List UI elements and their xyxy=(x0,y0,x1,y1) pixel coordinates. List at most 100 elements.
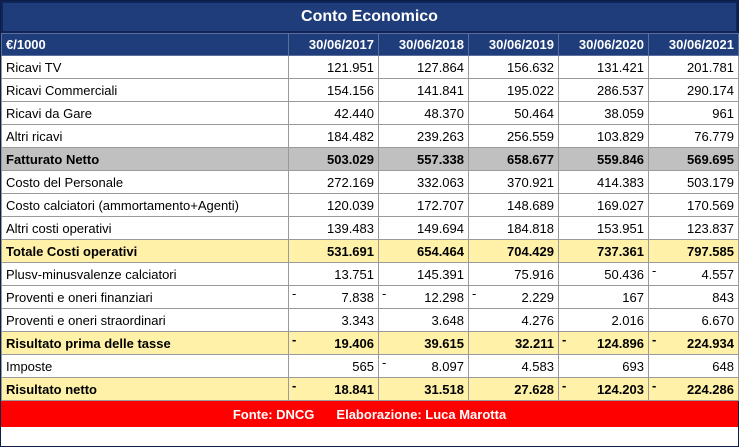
value-cell: 704.429 xyxy=(468,239,559,263)
value-number: 4.557 xyxy=(701,266,734,282)
table-row: Costo calciatori (ammortamento+Agenti) 12… xyxy=(1,193,739,217)
value-number: 737.361 xyxy=(597,243,644,259)
value-number: 8.097 xyxy=(431,358,464,374)
value-cell: 103.829 xyxy=(558,124,649,148)
value-number: 145.391 xyxy=(417,266,464,282)
value-cell: 2.016 xyxy=(558,308,649,332)
value-number: 286.537 xyxy=(597,82,644,98)
value-cell: 48.370 xyxy=(378,101,469,125)
year-header: 30/06/2021 xyxy=(648,33,739,56)
value-number: 170.569 xyxy=(687,197,734,213)
year-header: 30/06/2019 xyxy=(468,33,559,56)
row-label: Proventi e oneri straordinari xyxy=(1,308,289,332)
table-title: Conto Economico xyxy=(1,1,738,33)
value-cell: 145.391 xyxy=(378,262,469,286)
value-cell: 414.383 xyxy=(558,170,649,194)
value-number: 201.781 xyxy=(687,59,734,75)
table-row: Proventi e oneri finanziari -7.838-12.298… xyxy=(1,285,739,309)
row-label: Ricavi TV xyxy=(1,55,289,79)
value-number: 50.436 xyxy=(604,266,644,282)
year-header: 30/06/2017 xyxy=(288,33,379,56)
value-number: 272.169 xyxy=(327,174,374,190)
value-cell: 153.951 xyxy=(558,216,649,240)
value-number: 654.464 xyxy=(417,243,464,259)
row-label: Costo calciatori (ammortamento+Agenti) xyxy=(1,193,289,217)
value-cell: 557.338 xyxy=(378,147,469,171)
value-cell: 148.689 xyxy=(468,193,559,217)
value-cell: 39.615 xyxy=(378,331,469,355)
value-number: 139.483 xyxy=(327,220,374,236)
value-cell: - 224.286 xyxy=(648,377,739,401)
negative-sign: - xyxy=(292,332,297,348)
table-row: Ricavi TV 121.951 127.864 156.632 131.421 201… xyxy=(1,55,739,79)
value-cell: 6.670 xyxy=(648,308,739,332)
value-cell: 843 xyxy=(648,285,739,309)
value-cell: - 19.406 xyxy=(288,331,379,355)
value-number: 414.383 xyxy=(597,174,644,190)
value-number: 3.648 xyxy=(431,312,464,328)
value-cell: 3.648 xyxy=(378,308,469,332)
row-label: Proventi e oneri finanziari xyxy=(1,285,289,309)
value-number: 7.838 xyxy=(341,289,374,305)
value-cell: 290.174 xyxy=(648,78,739,102)
value-cell: - 2.229 xyxy=(468,285,559,309)
value-number: 75.916 xyxy=(514,266,554,282)
row-label: Risultato prima delle tasse xyxy=(1,331,289,355)
row-label: Totale Costi operativi xyxy=(1,239,289,263)
value-cell: 503.179 xyxy=(648,170,739,194)
value-number: 124.896 xyxy=(597,335,644,351)
negative-sign: - xyxy=(292,378,297,394)
table-row: Altri costi operativi 139.483 149.694 184.8… xyxy=(1,216,739,240)
value-number: 370.921 xyxy=(507,174,554,190)
value-cell: 156.632 xyxy=(468,55,559,79)
value-number: 4.276 xyxy=(521,312,554,328)
value-number: 843 xyxy=(712,289,734,305)
author-note: Elaborazione: Luca Marotta xyxy=(336,406,507,422)
value-number: 27.628 xyxy=(514,381,554,397)
value-number: 503.029 xyxy=(327,151,374,167)
value-number: 39.615 xyxy=(424,335,464,351)
value-number: 42.440 xyxy=(334,105,374,121)
value-cell: 121.951 xyxy=(288,55,379,79)
year-header: 30/06/2020 xyxy=(558,33,649,56)
unit-header: €/1000 xyxy=(1,33,289,56)
value-number: 123.837 xyxy=(687,220,734,236)
value-number: 3.343 xyxy=(341,312,374,328)
value-number: 131.421 xyxy=(597,59,644,75)
value-cell: 32.211 xyxy=(468,331,559,355)
value-number: 224.286 xyxy=(687,381,734,397)
negative-sign: - xyxy=(472,286,477,302)
value-cell: 658.677 xyxy=(468,147,559,171)
income-statement-table: €/1000 30/06/2017 30/06/2018 30/06/2019 … xyxy=(1,33,739,401)
value-cell: 737.361 xyxy=(558,239,649,263)
value-cell: 3.343 xyxy=(288,308,379,332)
source-note: Fonte: DNCG xyxy=(232,406,315,422)
value-cell: 42.440 xyxy=(288,101,379,125)
value-cell: - 18.841 xyxy=(288,377,379,401)
value-cell: 565 xyxy=(288,354,379,378)
value-cell: 170.569 xyxy=(648,193,739,217)
value-number: 12.298 xyxy=(424,289,464,305)
value-cell: 184.482 xyxy=(288,124,379,148)
value-number: 76.779 xyxy=(694,128,734,144)
year-header: 30/06/2018 xyxy=(378,33,469,56)
row-label: Risultato netto xyxy=(1,377,289,401)
value-cell: 654.464 xyxy=(378,239,469,263)
value-cell: 172.707 xyxy=(378,193,469,217)
value-cell: 123.837 xyxy=(648,216,739,240)
table-row: Imposte 565- 8.097 4.583 693 648 xyxy=(1,354,739,378)
negative-sign: - xyxy=(562,332,567,348)
value-cell: 50.464 xyxy=(468,101,559,125)
value-number: 167 xyxy=(622,289,644,305)
table-row: Totale Costi operativi 531.691 654.464 704.… xyxy=(1,239,739,263)
value-cell: 4.583 xyxy=(468,354,559,378)
value-cell: 559.846 xyxy=(558,147,649,171)
value-number: 48.370 xyxy=(424,105,464,121)
row-label: Plusv-minusvalenze calciatori xyxy=(1,262,289,286)
row-label: Altri ricavi xyxy=(1,124,289,148)
negative-sign: - xyxy=(652,378,657,394)
value-number: 569.695 xyxy=(687,151,734,167)
value-cell: 76.779 xyxy=(648,124,739,148)
value-number: 557.338 xyxy=(417,151,464,167)
